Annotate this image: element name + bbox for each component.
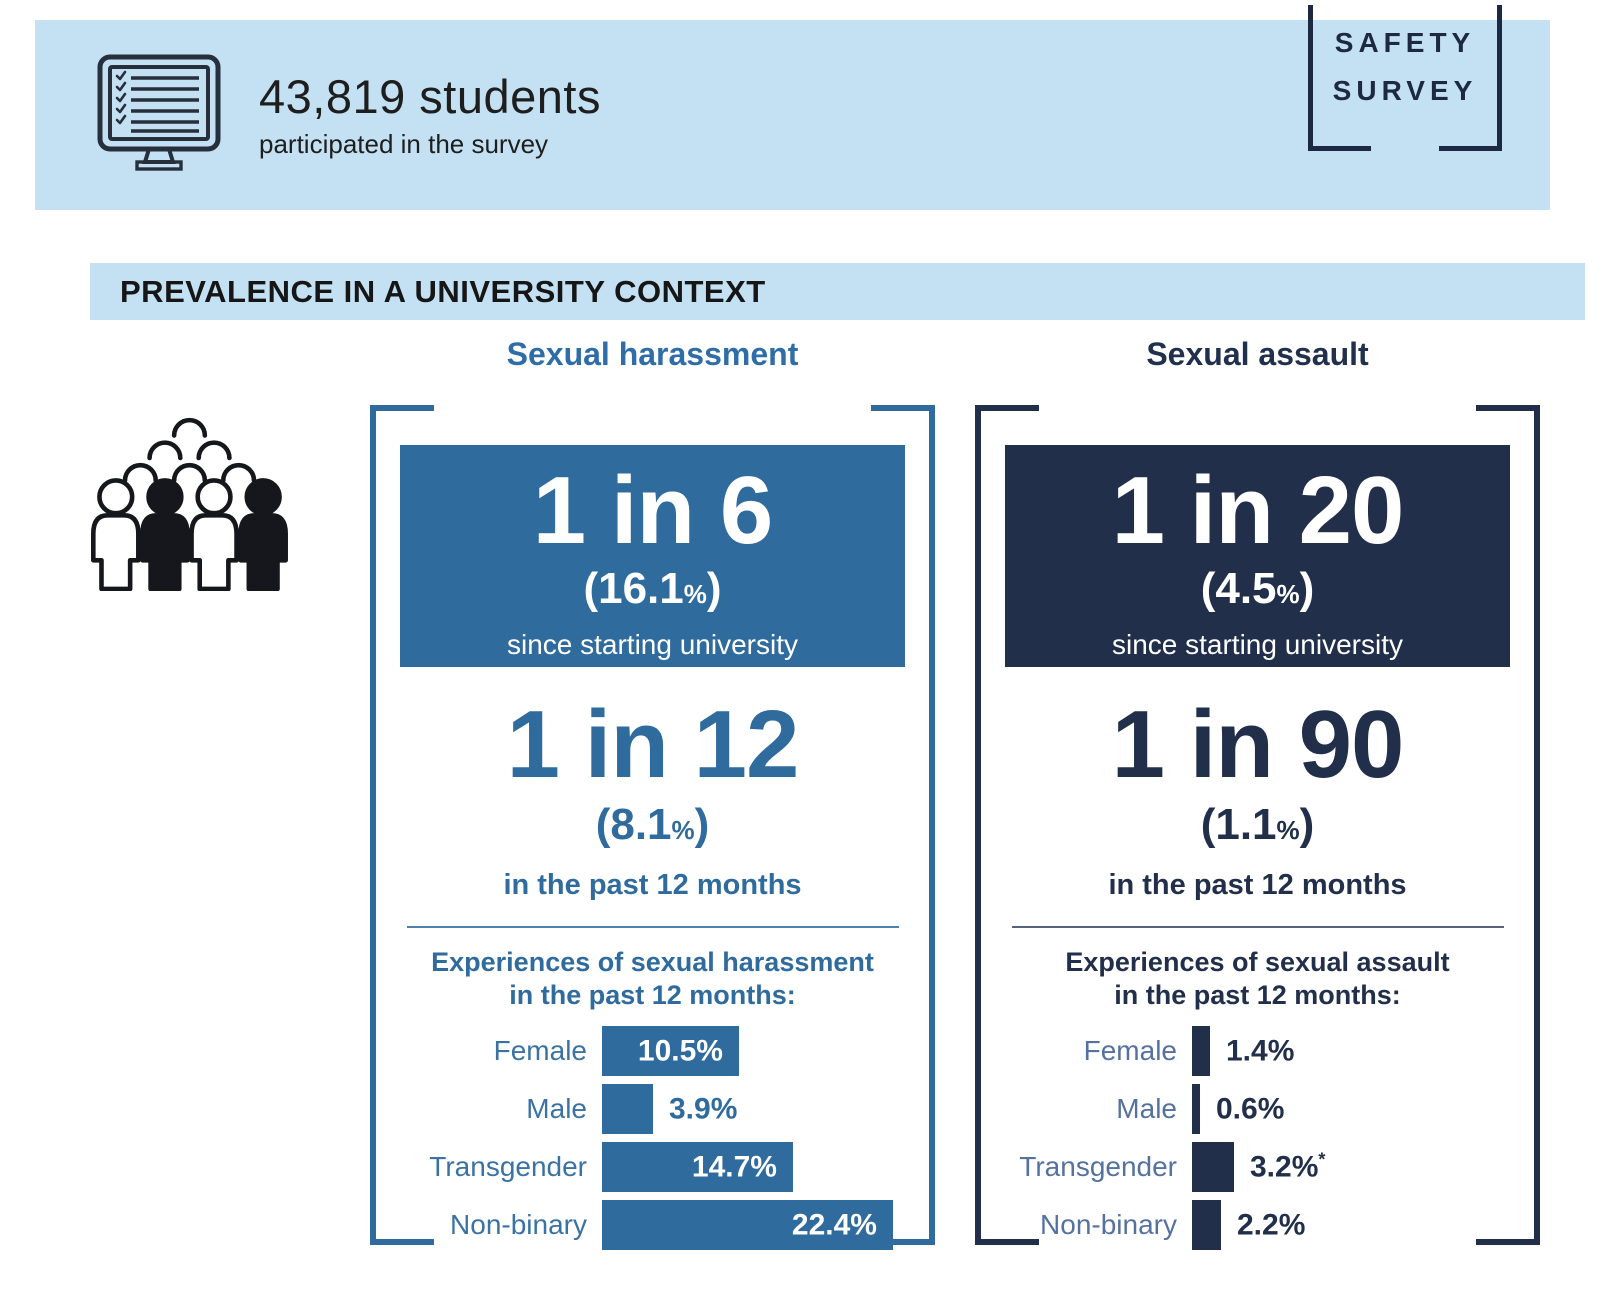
bar-value: 3.9% [669, 1092, 738, 1126]
logo-line-1: SAFETY [1334, 27, 1476, 58]
hero-stat-harassment: 1 in 6 (16.1%) since starting university [400, 445, 905, 667]
participation-banner: 43,819 students participated in the surv… [35, 20, 1550, 210]
column-header-harassment: Sexual harassment [506, 336, 799, 372]
bar-value: 3.2%* [1250, 1149, 1326, 1184]
secondary-stat-harassment: 1 in 12 (8.1%) in the past 12 months [376, 691, 929, 901]
bracket-corner [1476, 1239, 1534, 1245]
secondary-ratio: 1 in 90 [1111, 691, 1405, 798]
bar-category-label: Non-binary [1040, 1209, 1177, 1240]
bracket-corner [871, 405, 929, 411]
hero-caption: since starting university [506, 629, 798, 660]
section-title: PREVALENCE IN A UNIVERSITY CONTEXT [120, 273, 766, 309]
bar-row-transgender: Transgender 14.7% [376, 1142, 929, 1192]
bar-row-nonbinary: Non-binary 2.2% [981, 1200, 1534, 1250]
panel-sexual-harassment: 1 in 6 (16.1%) since starting university… [370, 405, 935, 1250]
divider-line [406, 926, 899, 928]
logo-bracket-left [1313, 146, 1371, 151]
bar-row-female: Female 1.4% [981, 1026, 1534, 1076]
bar-track: 3.9% [602, 1084, 929, 1134]
hero-ratio: 1 in 20 [1111, 457, 1405, 564]
bar-chart-assault: Female 1.4% Male 0.6% Transgender [981, 1026, 1534, 1250]
column-header-assault: Sexual assault [1146, 336, 1369, 372]
bar-track: 10.5% [602, 1026, 929, 1076]
bar-category-label: Female [1083, 1035, 1177, 1066]
bar-category-label: Non-binary [450, 1209, 587, 1240]
bar-chart-subtitle: Experiences of sexual assault in the pas… [1065, 947, 1450, 1010]
hero-percent: (4.5%) [1200, 564, 1315, 613]
hero-percent: (16.1%) [583, 564, 722, 613]
bar: 10.5% [602, 1026, 739, 1076]
bar-category-label: Male [526, 1093, 587, 1124]
hero-caption: since starting university [1111, 629, 1403, 660]
checklist-monitor-icon [93, 52, 233, 179]
bar-value: 2.2% [1237, 1208, 1306, 1242]
bar: 3.2%* [1192, 1142, 1325, 1192]
secondary-caption: in the past 12 months [503, 869, 802, 901]
bar-value: 22.4% [791, 1208, 877, 1242]
bar-row-male: Male 3.9% [376, 1084, 929, 1134]
bracket-corner [981, 1239, 1039, 1245]
bar-track: 3.2%* [1192, 1142, 1534, 1192]
secondary-caption: in the past 12 months [1108, 869, 1407, 901]
bar-track: 0.6% [1192, 1084, 1534, 1134]
bar-category-label: Male [1116, 1093, 1177, 1124]
divider-line [1011, 926, 1504, 928]
crowd-people-icon [85, 415, 295, 596]
bar-track: 1.4% [1192, 1026, 1534, 1076]
bar: 14.7% [602, 1142, 793, 1192]
bar-row-male: Male 0.6% [981, 1084, 1534, 1134]
bar-chart-subtitle: Experiences of sexual harassment in the … [431, 947, 874, 1010]
bar-value: 14.7% [691, 1150, 777, 1184]
secondary-stat-assault: 1 in 90 (1.1%) in the past 12 months [981, 691, 1534, 901]
bar-value: 10.5% [637, 1034, 723, 1068]
bracket-corner [981, 405, 1039, 411]
logo-bracket-right [1439, 146, 1497, 151]
panel-sexual-assault: 1 in 20 (4.5%) since starting university… [975, 405, 1540, 1250]
bar-chart-harassment: Female 10.5% Male 3.9% Transgender [376, 1026, 929, 1250]
bracket-corner [871, 1239, 929, 1245]
participants-caption: participated in the survey [259, 128, 549, 159]
bar-track: 22.4% [602, 1200, 929, 1250]
hero-ratio: 1 in 6 [532, 457, 773, 564]
hero-stat-assault: 1 in 20 (4.5%) since starting university [1005, 445, 1510, 667]
bar-value: 0.6% [1216, 1092, 1285, 1126]
bar-track: 2.2% [1192, 1200, 1534, 1250]
bar: 3.9% [602, 1084, 737, 1134]
bar-row-female: Female 10.5% [376, 1026, 929, 1076]
logo-line-2: SURVEY [1332, 75, 1478, 106]
bar-row-nonbinary: Non-binary 22.4% [376, 1200, 929, 1250]
bar-category-label: Female [493, 1035, 587, 1066]
bracket-corner [376, 1239, 434, 1245]
participants-count: 43,819 students [259, 69, 601, 123]
secondary-percent: (8.1%) [595, 800, 710, 849]
bar-track: 14.7% [602, 1142, 929, 1192]
bar: 0.6% [1192, 1084, 1284, 1134]
bar-row-transgender: Transgender 3.2%* [981, 1142, 1534, 1192]
bar: 2.2% [1192, 1200, 1305, 1250]
participation-text: 43,819 students participated in the surv… [259, 69, 601, 160]
bar: 22.4% [602, 1200, 893, 1250]
section-banner: PREVALENCE IN A UNIVERSITY CONTEXT [90, 263, 1585, 320]
safety-survey-logo: SAFETY SURVEY [1308, 5, 1502, 151]
secondary-ratio: 1 in 12 [506, 691, 800, 798]
bar-category-label: Transgender [429, 1151, 587, 1182]
bar-category-label: Transgender [1019, 1151, 1177, 1182]
bracket-corner [1476, 405, 1534, 411]
bracket-corner [376, 405, 434, 411]
secondary-percent: (1.1%) [1200, 800, 1315, 849]
bar: 1.4% [1192, 1026, 1294, 1076]
bar-value: 1.4% [1226, 1034, 1295, 1068]
